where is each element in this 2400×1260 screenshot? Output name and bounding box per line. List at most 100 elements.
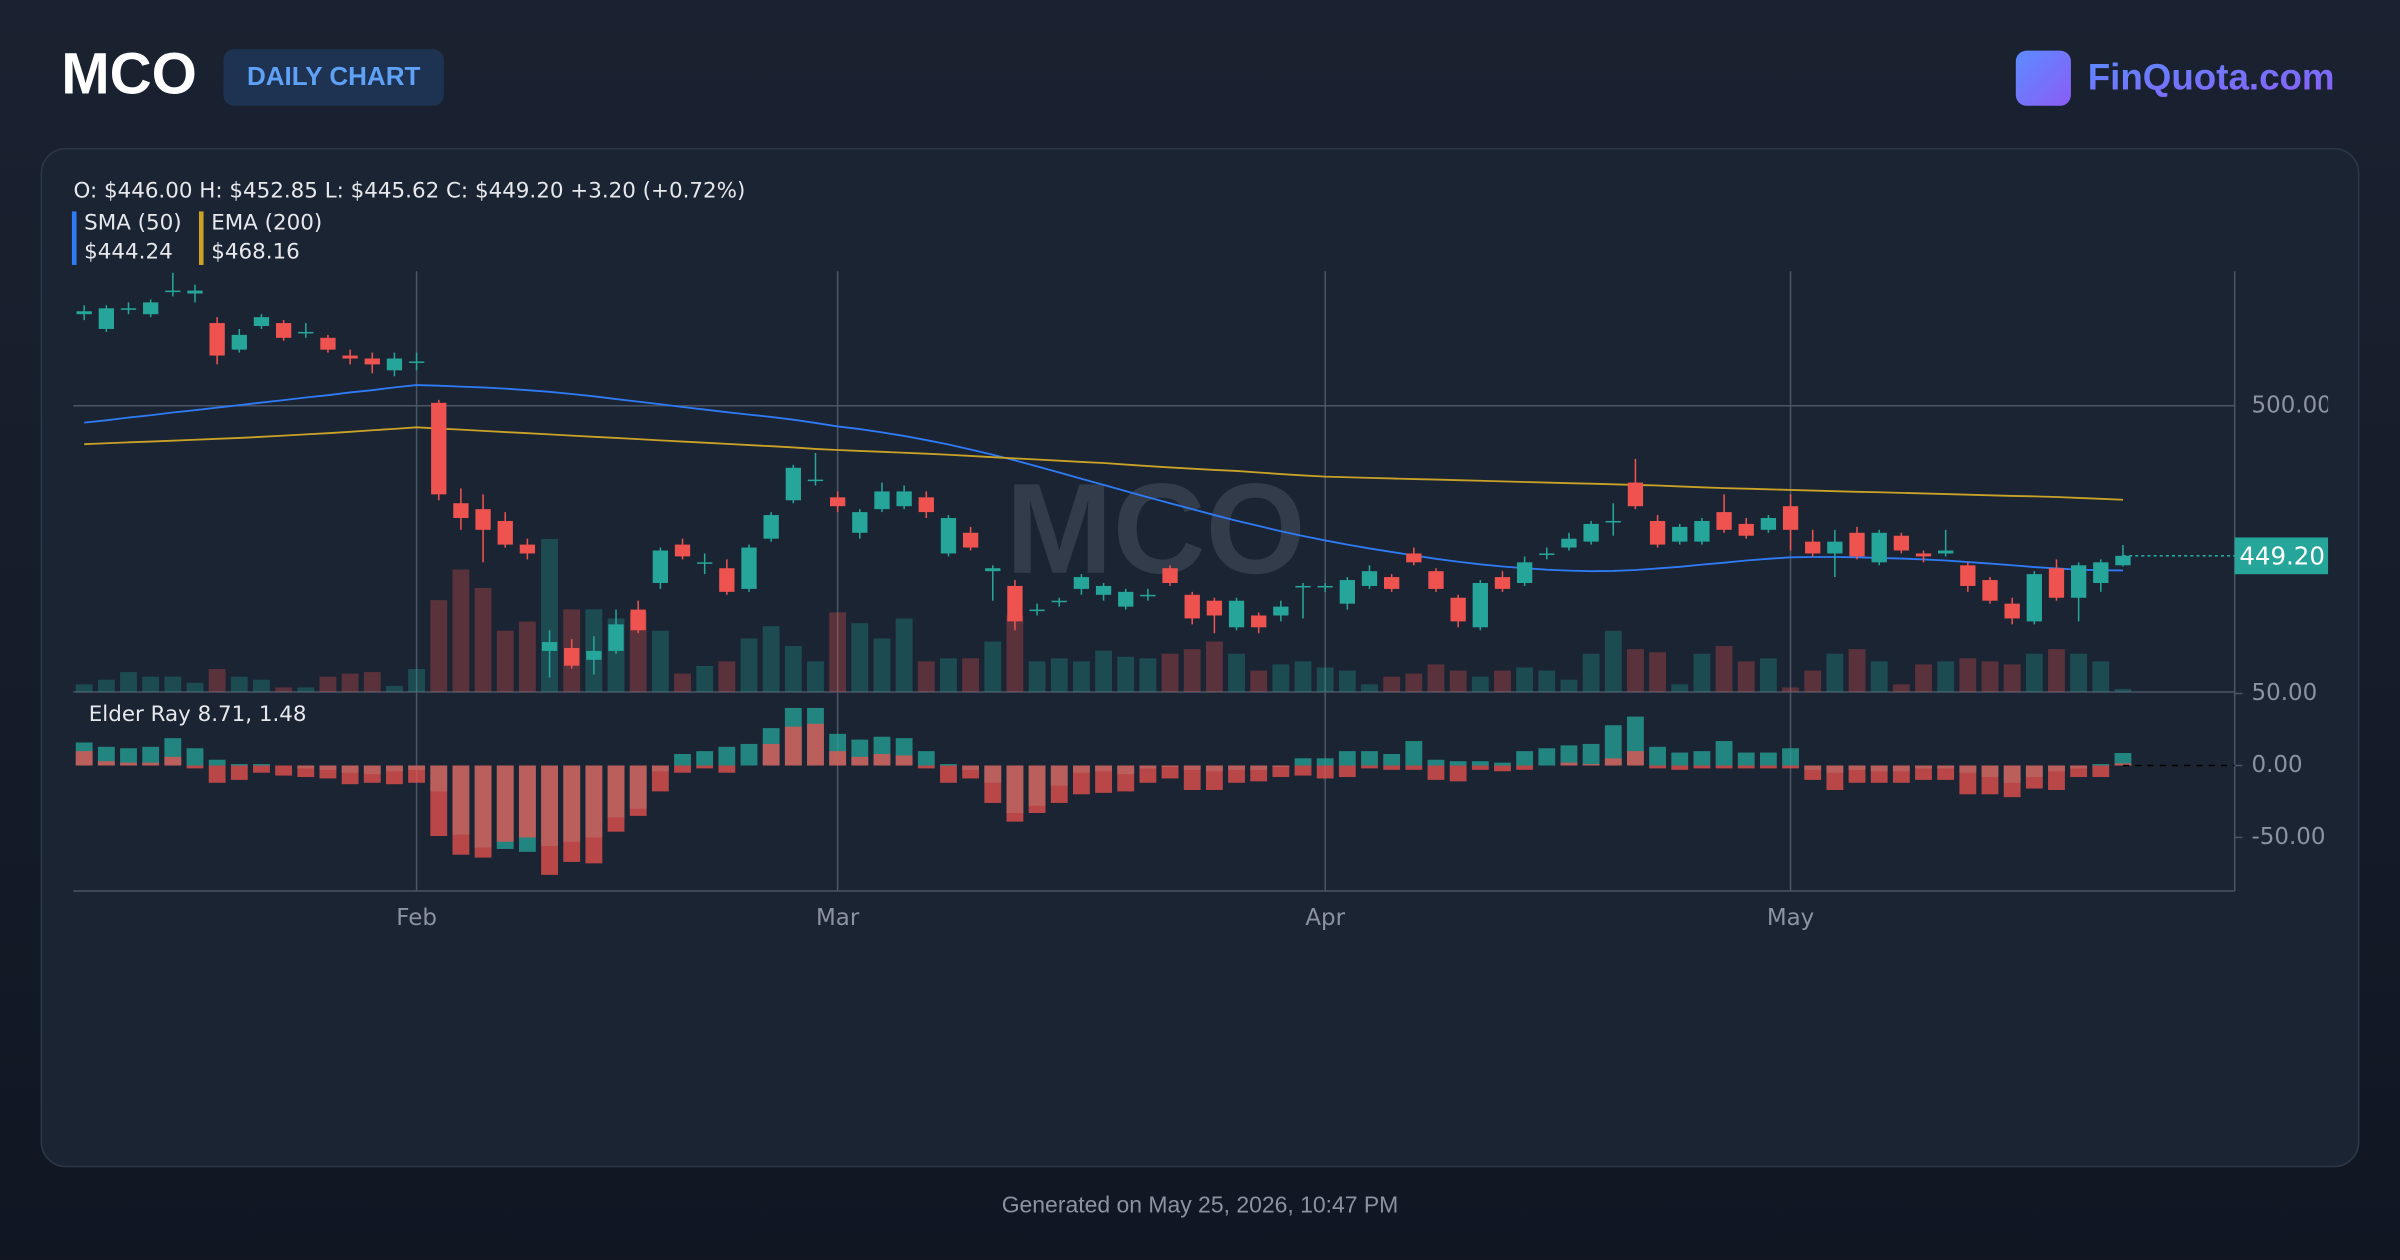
candle-body [852, 512, 868, 533]
candle-body [1317, 585, 1333, 588]
candle-body [1273, 606, 1289, 616]
volume-bar [1981, 661, 1999, 692]
chart-card [40, 147, 2360, 1168]
candle-body [187, 290, 203, 294]
candle-body [298, 331, 314, 334]
candle-body [1206, 600, 1223, 616]
bear-power-bar [1981, 765, 1999, 795]
bull-power-bar [1782, 748, 1799, 766]
bear-power-bar [1649, 765, 1667, 769]
candle-body [1649, 520, 1666, 545]
volume-bar [629, 612, 647, 692]
volume-bar [1272, 664, 1290, 692]
candle-body [1007, 585, 1023, 622]
candle-body [1938, 550, 1954, 554]
volume-bar [1383, 676, 1401, 692]
volume-bar [1826, 653, 1844, 692]
bear-power-bar [230, 765, 248, 780]
candle-body [697, 562, 713, 564]
volume-bar [541, 538, 558, 692]
bull-power-bar [1494, 762, 1511, 766]
candle-body [1805, 541, 1821, 554]
candle-body [608, 624, 624, 651]
ma-line [84, 426, 2123, 501]
x-tick-label: Mar [816, 905, 860, 931]
bear-power-bar [1006, 765, 1024, 822]
volume-bar [1161, 653, 1179, 692]
volume-bar [1649, 652, 1667, 692]
volume-bar [1892, 684, 1910, 692]
candle-body [741, 547, 757, 589]
volume-bar [319, 676, 337, 692]
candle-body [1782, 506, 1799, 530]
bear-power-bar [784, 726, 802, 766]
volume-bar [984, 641, 1002, 692]
bear-power-bar [1892, 765, 1910, 783]
volume-bar [784, 646, 802, 692]
footer: Generated on May 25, 2026, 10:47 PM [1002, 1191, 1399, 1217]
candle-body [1295, 585, 1311, 588]
candle-body [2004, 603, 2020, 619]
bull-power-bar [142, 746, 160, 766]
watermark: MCO [1006, 458, 1306, 601]
bear-power-bar [1183, 765, 1201, 790]
candle-body [1627, 482, 1644, 507]
volume-bar [895, 618, 913, 692]
candle-body [719, 568, 735, 592]
candle-body [1162, 568, 1178, 583]
bear-power-bar [674, 765, 691, 773]
legend-name: EMA (200) [211, 211, 322, 236]
candle-body [1561, 538, 1577, 548]
bull-power-bar [230, 764, 248, 766]
bear-power-bar [1250, 765, 1268, 782]
volume-bar [518, 621, 536, 692]
volume-bar [1848, 649, 1866, 692]
volume-bar [275, 687, 293, 692]
bear-power-bar [1959, 765, 1977, 795]
volume-bar [1338, 670, 1356, 692]
volume-bar [1095, 650, 1112, 692]
bear-power-bar [208, 765, 226, 783]
candle-body [1339, 580, 1355, 604]
bear-power-bar [873, 754, 891, 766]
bull-power-bar [1427, 759, 1445, 766]
volume-bar [142, 676, 160, 692]
bear-power-bar [585, 765, 603, 864]
bull-power-bar [1671, 752, 1689, 766]
bear-power-bar [297, 765, 315, 778]
candle-body [431, 402, 447, 495]
bear-power-bar [1072, 765, 1090, 795]
bear-power-bar [1759, 765, 1777, 769]
volume-bar [674, 673, 691, 692]
brand[interactable]: FinQuota.com [2088, 56, 2335, 97]
bear-power-bar [386, 765, 403, 785]
bear-power-bar [1627, 751, 1644, 766]
symbol: MCO [61, 42, 197, 107]
bear-power-bar [408, 765, 426, 783]
bear-power-bar [2114, 763, 2132, 766]
candle-body [209, 323, 225, 356]
y-tick-label: 50.00 [2252, 680, 2318, 706]
candle-body [1516, 562, 1533, 583]
bear-power-bar [1582, 764, 1600, 766]
candle-body [1251, 615, 1267, 628]
candle-body [630, 609, 646, 631]
bear-power-bar [1516, 765, 1534, 770]
bear-power-bar [1294, 765, 1312, 776]
volume-bar [341, 673, 359, 692]
bear-power-bar [1205, 765, 1223, 790]
y-tick-label: -50.00 [2252, 824, 2326, 850]
bear-power-bar [1117, 765, 1135, 792]
candle-body [564, 647, 580, 666]
candle-body [1095, 585, 1112, 595]
candle-body [829, 497, 846, 507]
bear-power-bar [607, 765, 625, 832]
candle-body [896, 491, 912, 507]
bear-power-bar [142, 762, 160, 766]
volume-bar [2070, 653, 2088, 692]
bull-power-bar [1737, 752, 1755, 766]
volume-bar [1538, 670, 1556, 692]
bull-power-bar [1516, 751, 1534, 766]
candle-body [1893, 535, 1910, 551]
bear-power-bar [962, 765, 980, 779]
